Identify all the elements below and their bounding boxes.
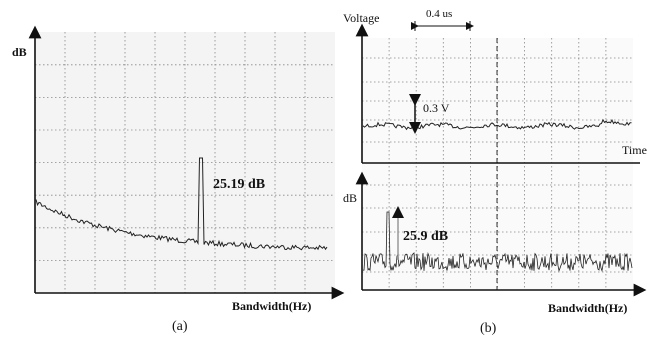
page: {"panels": [ {"y_label": "dB", "annotati… — [0, 0, 662, 338]
x-label: Bandwidth(Hz) — [232, 299, 311, 313]
x-label-top: Time — [622, 143, 647, 157]
y-label-top: Voltage — [343, 11, 379, 25]
figure: dB 25.19 dB Bandwidth(Hz) (a) Voltage 0.… — [0, 0, 662, 338]
caption: (a) — [172, 319, 188, 334]
x-label-bottom: Bandwidth(Hz) — [548, 301, 627, 315]
time-scale: 0.4 us — [426, 8, 452, 20]
y-label-bottom: dB — [343, 191, 357, 205]
y-label: dB — [12, 45, 27, 59]
plot-area-b — [362, 38, 633, 290]
caption: (b) — [480, 321, 497, 336]
annotation: 25.9 dB — [403, 229, 448, 244]
annotation: 25.19 dB — [213, 177, 265, 192]
voltage-scale: 0.3 V — [423, 101, 450, 115]
